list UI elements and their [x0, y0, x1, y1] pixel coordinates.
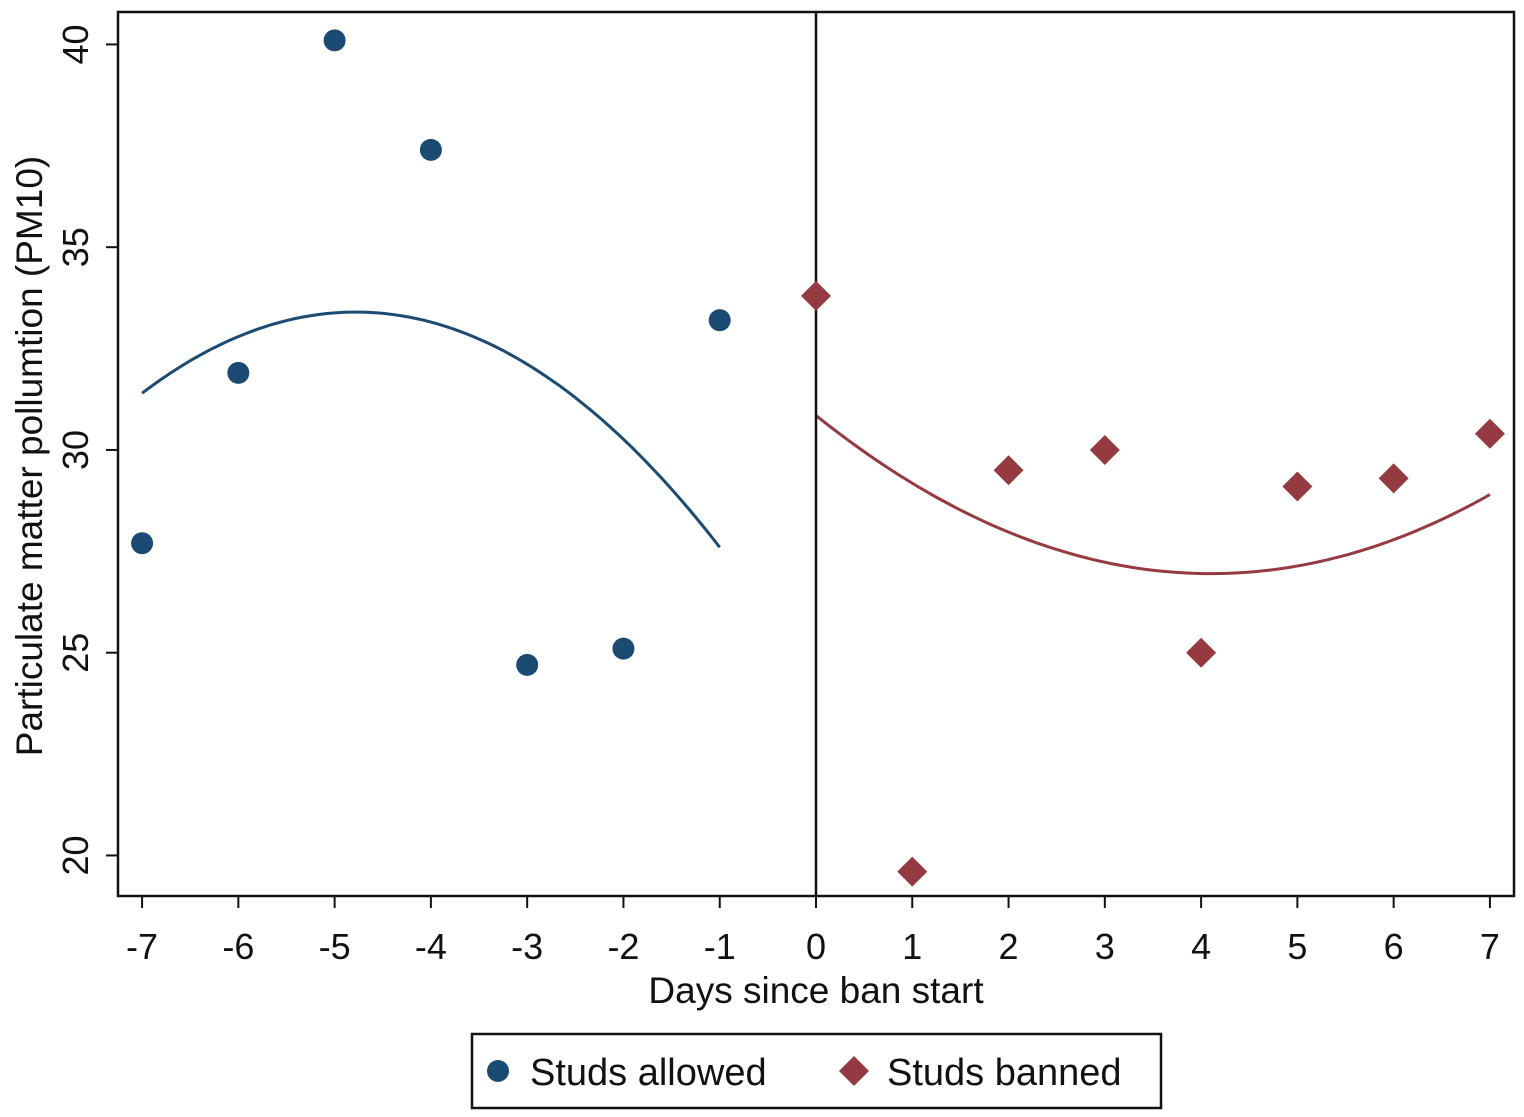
- legend-label-studs-banned: Studs banned: [887, 1052, 1122, 1094]
- y-tick-label: 30: [55, 430, 96, 470]
- fit-line-2: [815, 414, 1491, 576]
- point-studs-allowed: [516, 653, 539, 676]
- point-studs-allowed: [419, 138, 442, 161]
- data-points: [131, 29, 1505, 887]
- y-tick-label: 35: [55, 227, 96, 267]
- y-axis: 20 25 30 35 40: [55, 24, 118, 875]
- y-tick-label: 40: [55, 24, 96, 64]
- point-studs-banned: [1474, 418, 1505, 449]
- fit-lines: [141, 310, 1491, 576]
- x-tick-label: 1: [902, 926, 922, 967]
- point-studs-allowed: [708, 309, 731, 332]
- legend-label-studs-allowed: Studs allowed: [530, 1052, 767, 1094]
- point-studs-banned: [993, 455, 1024, 486]
- x-tick-label: -3: [511, 926, 543, 967]
- x-axis-title: Days since ban start: [648, 970, 984, 1011]
- x-axis: -7 -6 -5 -4 -3 -2 -1 0 1 2 3 4 5 6 7: [126, 896, 1500, 967]
- x-tick-label: -6: [222, 926, 254, 967]
- x-tick-label: -7: [126, 926, 158, 967]
- x-tick-label: 5: [1287, 926, 1307, 967]
- point-studs-allowed: [131, 532, 154, 555]
- point-studs-banned: [1282, 471, 1313, 502]
- point-studs-allowed: [612, 637, 635, 660]
- legend-box: [470, 1032, 1163, 1110]
- point-studs-banned: [1089, 434, 1120, 465]
- y-axis-title: Particulate matter pollumtion (PM10): [9, 156, 50, 756]
- x-tick-label: -2: [607, 926, 639, 967]
- x-tick-label: 4: [1191, 926, 1211, 967]
- point-studs-allowed: [227, 361, 250, 384]
- point-studs-banned: [1378, 463, 1409, 494]
- point-studs-banned: [897, 856, 928, 887]
- fit-line-1: [141, 310, 721, 549]
- point-studs-banned: [1186, 637, 1217, 668]
- x-tick-label: 0: [806, 926, 826, 967]
- legend: Studs allowed Studs banned: [470, 1032, 1163, 1110]
- y-tick-label: 20: [55, 835, 96, 875]
- point-studs-banned: [801, 280, 831, 311]
- x-tick-label: -1: [704, 926, 736, 967]
- legend-marker-studs-banned: [839, 1056, 869, 1086]
- legend-marker-studs-allowed: [487, 1060, 509, 1082]
- x-tick-label: 3: [1095, 926, 1115, 967]
- x-tick-label: 6: [1384, 926, 1404, 967]
- point-studs-allowed: [323, 29, 346, 52]
- x-tick-label: -4: [415, 926, 447, 967]
- x-tick-label: 7: [1480, 926, 1500, 967]
- y-tick-label: 25: [55, 633, 96, 673]
- x-tick-label: -5: [319, 926, 351, 967]
- x-tick-label: 2: [999, 926, 1019, 967]
